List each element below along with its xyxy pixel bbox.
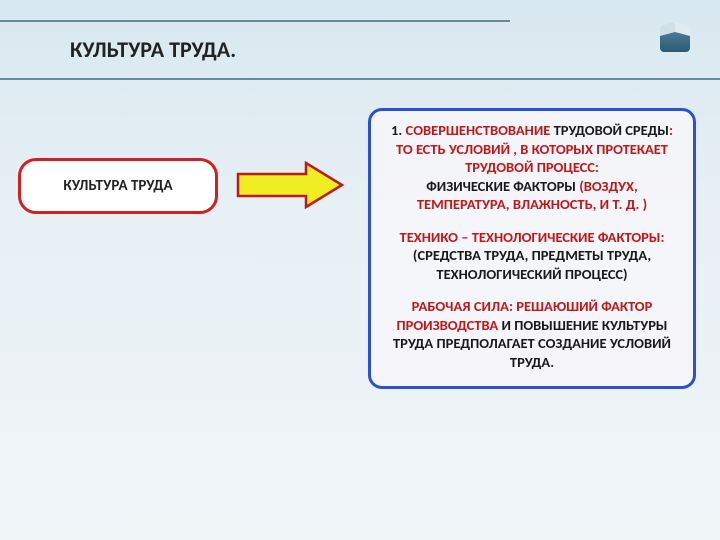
page-title: КУЛЬТУРА ТРУДА. (70, 36, 236, 63)
target-node: 1. СОВЕРШЕНСТВОВАНИЕ ТРУДОВОЙ СРЕДЫ: ТО … (368, 108, 696, 389)
item2-red: ТЕХНИКО – ТЕХНОЛОГИЧЕСКИЕ ФАКТОРЫ: (400, 228, 665, 246)
item1-black1: ТРУДОВОЙ СРЕДЫ (554, 121, 669, 139)
arrow-shape (238, 163, 342, 207)
target-item-3: РАБОЧАЯ СИЛА: РЕШАЮШИЙ ФАКТОР ПРОИЗВОДСТ… (383, 297, 681, 371)
item2-black: (СРЕДСТВА ТРУДА, ПРЕДМЕТЫ ТРУДА, ТЕХНОЛО… (413, 246, 651, 283)
item1-line2-black: ФИЗИЧЕСКИЕ ФАКТОРЫ (426, 177, 579, 195)
header-rule-top (0, 20, 510, 22)
source-node-label: КУЛЬТУРА ТРУДА (63, 177, 172, 195)
header-rule-bottom (0, 78, 720, 80)
target-item-2: ТЕХНИКО – ТЕХНОЛОГИЧЕСКИЕ ФАКТОРЫ: (СРЕД… (383, 228, 681, 284)
target-item-1: 1. СОВЕРШЕНСТВОВАНИЕ ТРУДОВОЙ СРЕДЫ: ТО … (383, 121, 681, 214)
arrow-icon (236, 160, 346, 210)
book-ornament-icon (650, 8, 698, 60)
item1-red1: СОВЕРШЕНСТВОВАНИЕ (406, 121, 554, 139)
source-node: КУЛЬТУРА ТРУДА (18, 158, 218, 214)
item1-number: 1. (391, 121, 406, 139)
